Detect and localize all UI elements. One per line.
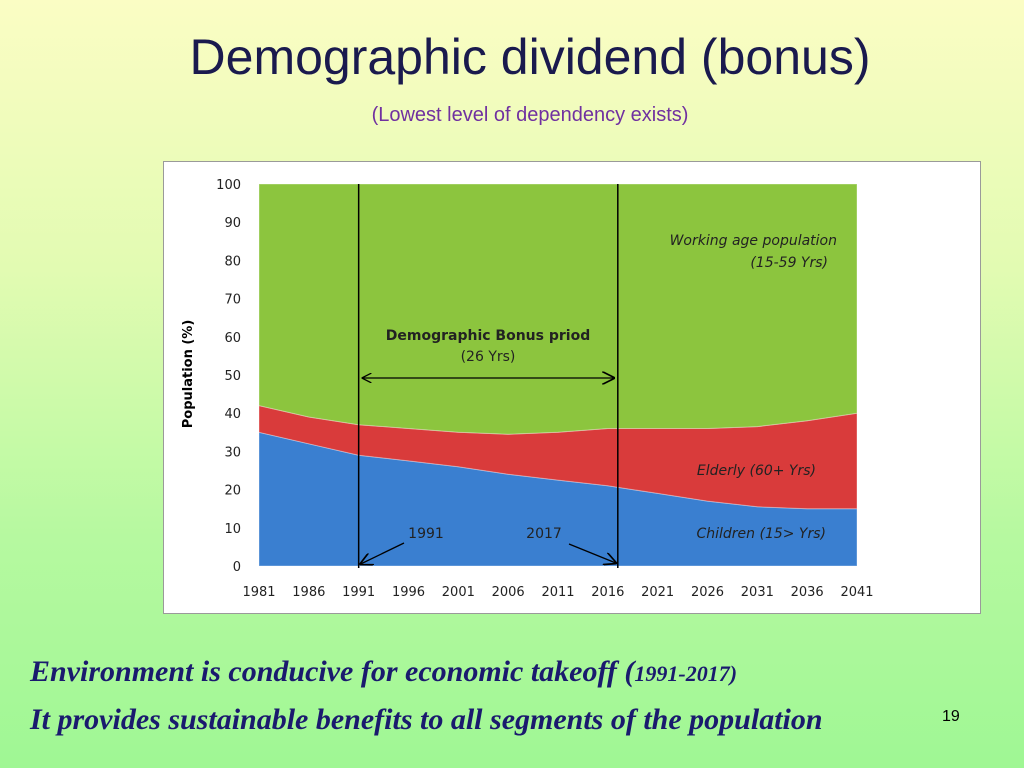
- x-tick-label: 2021: [641, 585, 674, 600]
- y-tick-label: 80: [224, 254, 241, 269]
- page-number: 19: [942, 708, 960, 725]
- x-tick-label: 1991: [342, 585, 375, 600]
- area-series-2: [258, 183, 858, 435]
- x-tick-label: 2001: [442, 585, 475, 600]
- footer-line-1: Environment is conducive for economic ta…: [30, 655, 737, 689]
- y-tick-label: 0: [233, 560, 241, 575]
- elderly-label: Elderly (60+ Yrs): [697, 463, 816, 479]
- y-tick-label: 30: [224, 445, 241, 460]
- footer-line-2: It provides sustainable benefits to all …: [30, 703, 823, 736]
- x-tick-label: 2011: [541, 585, 574, 600]
- x-tick-label: 2026: [691, 585, 724, 600]
- children-label: Children (15> Yrs): [696, 526, 826, 542]
- y-axis-label: Population (%): [181, 320, 196, 429]
- bonus-duration-label: (26 Yrs): [461, 349, 516, 365]
- x-tick-label: 2006: [492, 585, 525, 600]
- marker-end-pointer: [568, 543, 616, 563]
- y-tick-label: 60: [224, 331, 241, 346]
- x-tick-label: 2016: [591, 585, 624, 600]
- x-tick-label: 1996: [392, 585, 425, 600]
- working-age-label: Working age population: [670, 233, 837, 249]
- y-tick-label: 70: [224, 293, 241, 308]
- x-tick-label: 1981: [242, 585, 275, 600]
- marker-start-label: 1991: [408, 526, 444, 542]
- x-tick-label: 2041: [840, 585, 873, 600]
- y-tick-label: 90: [224, 216, 241, 231]
- bonus-period-label: Demographic Bonus priod: [386, 328, 590, 344]
- working-age-range-label: (15-59 Yrs): [750, 255, 828, 271]
- marker-start-pointer: [361, 542, 405, 564]
- chart-frame: 0 10 20 30 40 50 60 70 80 90 100 1981 1986 1991 1996 2…: [163, 161, 981, 614]
- footer-line-1-years: 1991-2017): [634, 661, 738, 686]
- y-tick-label: 100: [216, 178, 241, 193]
- y-tick-label: 40: [224, 407, 241, 422]
- x-tick-label: 1986: [292, 585, 325, 600]
- x-tick-label: 2036: [791, 585, 824, 600]
- y-tick-label: 50: [224, 369, 241, 384]
- demographic-area-chart: 0 10 20 30 40 50 60 70 80 90 100 1981 1986 1991 1996 2…: [181, 178, 874, 600]
- y-tick-label: 20: [224, 484, 241, 499]
- slide-title: Demographic dividend (bonus): [189, 29, 871, 85]
- area-series-0: [258, 431, 858, 567]
- footer-line-1-main: Environment is conducive for economic ta…: [30, 655, 635, 688]
- slide-subtitle: (Lowest level of dependency exists): [371, 104, 689, 126]
- y-tick-label: 10: [224, 522, 241, 537]
- marker-end-label: 2017: [526, 526, 562, 542]
- x-tick-label: 2031: [741, 585, 774, 600]
